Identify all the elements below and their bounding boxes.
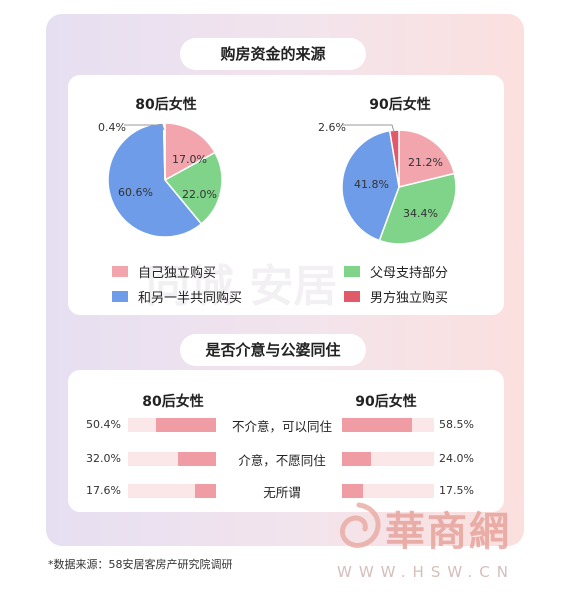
watermark-logo: 華商網 WWW.HSW.CN [333, 497, 553, 589]
pie-80-label-parents: 22.0% [182, 188, 217, 201]
pie-90-label-husband: 2.6% [318, 121, 346, 134]
bar-80-track-3 [128, 484, 216, 498]
bar-90-value-1: 58.5% [439, 418, 474, 431]
legend-parents: 父母支持部分 [344, 262, 448, 281]
bar-90-title: 90后女性 [355, 394, 417, 410]
watermark-brand: 華商網 [385, 508, 511, 555]
bar-90-value-3: 17.5% [439, 484, 474, 497]
legend-half-label: 和另一半共同购买 [138, 291, 243, 306]
legend-self-label: 自己独立购买 [138, 266, 217, 281]
pie-80-title: 80后女性 [135, 97, 197, 113]
pie-90-label-self: 21.2% [408, 156, 443, 169]
section-title-inlaws: 是否介意与公婆同住 [180, 334, 366, 366]
bar-80-1 [155, 418, 216, 432]
source-note: *数据来源：58安居客房产研究院调研 [48, 558, 233, 571]
bar-80-value-2: 32.0% [86, 452, 121, 465]
watermark-center: 同城 安居 [146, 261, 338, 312]
bar-90-track-3 [342, 484, 434, 498]
legend-half-swatch [112, 291, 128, 302]
pie-80-label-self: 17.0% [172, 153, 207, 166]
category-label-2: 介意，不愿同住 [238, 453, 326, 468]
bar-80-3 [194, 484, 216, 498]
pie-90-title: 90后女性 [369, 97, 431, 113]
legend-self: 自己独立购买 [112, 262, 216, 281]
pie-90-label-half: 41.8% [354, 178, 389, 191]
bar-80-title: 80后女性 [142, 394, 204, 410]
watermark-domain: WWW.HSW.CN [337, 563, 515, 581]
bar-90-value-2: 24.0% [439, 452, 474, 465]
category-label-3: 无所谓 [263, 485, 301, 500]
legend-parents-label: 父母支持部分 [370, 266, 449, 281]
legend-husband-label: 男方独立购买 [370, 291, 449, 306]
section-title-funding: 购房资金的来源 [180, 38, 366, 70]
pie-80-label-husband: 0.4% [98, 121, 126, 134]
legend-husband-swatch [344, 291, 360, 302]
legend-self-swatch [112, 266, 128, 277]
bar-80-value-1: 50.4% [86, 418, 121, 431]
legend-husband: 男方独立购买 [344, 287, 448, 306]
category-label-1: 不介意，可以同住 [231, 419, 332, 434]
pie-90-label-parents: 34.4% [403, 207, 438, 220]
bar-90-3 [342, 484, 363, 498]
bar-90-1 [342, 418, 413, 432]
legend-parents-swatch [344, 266, 360, 277]
bar-80-value-3: 17.6% [86, 484, 121, 497]
bar-80-2 [177, 452, 216, 466]
bar-90-2 [342, 452, 371, 466]
pie-80-label-half: 60.6% [118, 186, 153, 199]
watermark-swirl-icon [340, 502, 381, 548]
legend-half: 和另一半共同购买 [112, 287, 242, 306]
